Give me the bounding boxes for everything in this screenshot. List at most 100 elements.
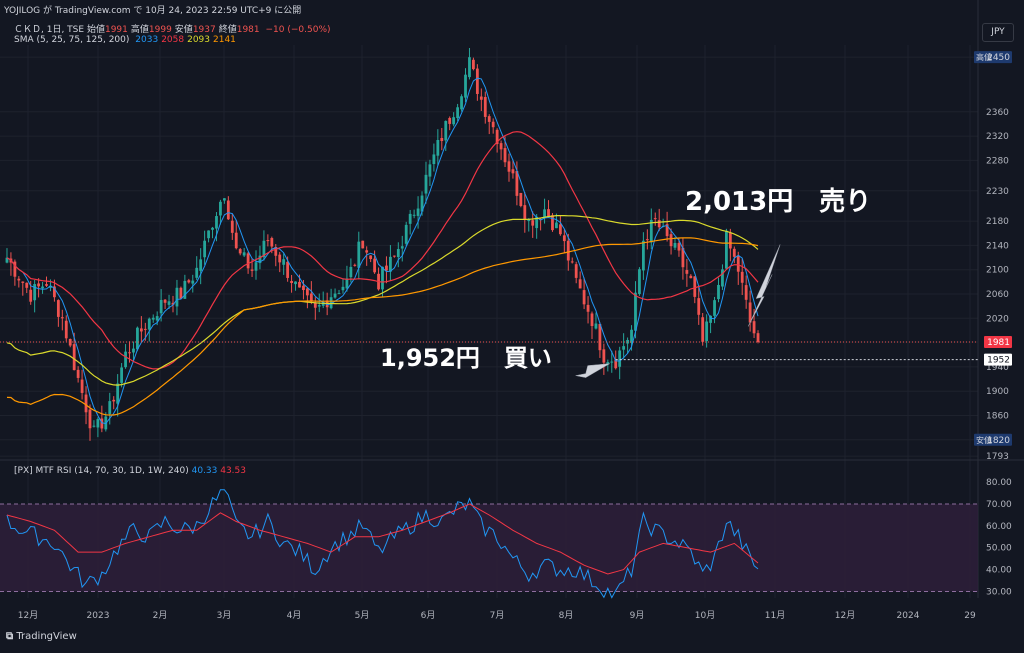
sma75-line (6, 215, 759, 386)
candle-body (246, 253, 250, 269)
candle-body (100, 418, 104, 429)
candle-body (464, 74, 467, 98)
candle-body (570, 261, 574, 263)
price-tick-label: 2180 (986, 217, 1009, 227)
candle-body (84, 394, 88, 413)
rsi-value-fast: 40.33 (191, 466, 218, 476)
rsi-tick-label: 50.00 (986, 544, 1012, 554)
price-tick-label: 2230 (986, 187, 1009, 197)
candle-body (531, 220, 535, 226)
sell-annotation: 2,013円 売り (685, 187, 872, 217)
candle-body (412, 214, 416, 216)
candle-body (456, 107, 460, 119)
price-tick-label: 1900 (986, 387, 1009, 397)
candle-body (523, 205, 527, 220)
candle-body (511, 169, 515, 174)
price-label-value: 1820 (987, 436, 1010, 446)
candle-body (88, 409, 92, 429)
candle-body (290, 280, 293, 284)
price-label-value: 1952 (987, 356, 1010, 366)
candle-body (499, 143, 503, 150)
candle-body (317, 305, 321, 307)
candle-body (250, 269, 254, 271)
candle-body (495, 129, 499, 145)
candle-body (452, 117, 456, 125)
candle-body (424, 174, 428, 194)
ohlc-label: 終値 (218, 25, 237, 35)
candle-body (551, 215, 554, 231)
candle-body (507, 161, 511, 172)
time-tick-label: 5月 (355, 610, 370, 621)
time-tick-label: 4月 (287, 610, 302, 621)
candle-body (725, 230, 728, 269)
candle-body (183, 280, 187, 299)
sell-arrow (747, 244, 781, 327)
time-tick-label: 2月 (153, 610, 168, 621)
candle-body (748, 302, 752, 323)
rsi-tick-label: 80.00 (986, 478, 1012, 488)
candle-body (215, 216, 218, 229)
candle-body (408, 213, 412, 224)
candle-body (21, 281, 25, 283)
candle-body (736, 255, 740, 272)
candle-body (143, 328, 147, 330)
candle-body (586, 304, 590, 312)
rsi-tick-label: 70.00 (986, 500, 1012, 510)
candle-body (349, 266, 353, 278)
candle-body (555, 222, 558, 229)
candle-body (357, 241, 361, 268)
candle-body (373, 258, 376, 273)
candle-body (222, 198, 226, 201)
candle-body (602, 349, 606, 363)
rsi-value-slow: 43.53 (220, 466, 246, 476)
candle-body (163, 299, 167, 303)
rsi-tick-label: 60.00 (986, 522, 1012, 532)
candle-body (645, 239, 649, 241)
candle-body (630, 329, 633, 343)
candle-body (590, 313, 594, 327)
candle-body (649, 219, 653, 243)
candle-body (369, 255, 373, 260)
candle-body (744, 285, 748, 300)
ohlc-value: 1999 (148, 25, 172, 35)
buy-annotation: 1,952円 買い (380, 344, 552, 372)
time-tick-label: 2023 (87, 611, 110, 621)
candle-body (278, 254, 282, 263)
currency-button[interactable]: JPY (982, 23, 1014, 42)
time-tick-label: 11月 (765, 610, 785, 621)
candle-body (618, 350, 622, 367)
price-label-box (974, 51, 1012, 64)
candle-body (309, 293, 313, 302)
candle-body (17, 278, 21, 281)
candle-body (669, 234, 673, 247)
candle-body (594, 323, 598, 329)
candle-body (468, 57, 471, 78)
candle-body (219, 201, 222, 216)
candle-body (159, 299, 163, 314)
candle-body (677, 243, 681, 251)
candle-body (274, 247, 278, 256)
candle-body (33, 284, 37, 301)
candle-body (697, 298, 701, 315)
sma-value: 2093 (187, 35, 210, 45)
candle-body (258, 255, 262, 264)
candle-body (270, 238, 274, 247)
candle-body (705, 321, 709, 342)
candle-body (713, 300, 716, 316)
candle-body (487, 116, 491, 122)
candle-body (392, 255, 396, 257)
candle-body (653, 218, 657, 220)
candle-body (740, 271, 744, 283)
candle-body (337, 293, 341, 295)
candle-body (226, 200, 230, 220)
candle-body (25, 282, 29, 288)
price-tick-label: 2020 (986, 314, 1009, 324)
candle-body (64, 320, 68, 339)
candle-body (199, 259, 203, 271)
candle-body (116, 383, 120, 404)
candle-body (132, 348, 135, 353)
candle-body (709, 315, 712, 323)
ohlc-label: 高値 (130, 25, 149, 35)
sma-value: 2033 (135, 35, 159, 45)
